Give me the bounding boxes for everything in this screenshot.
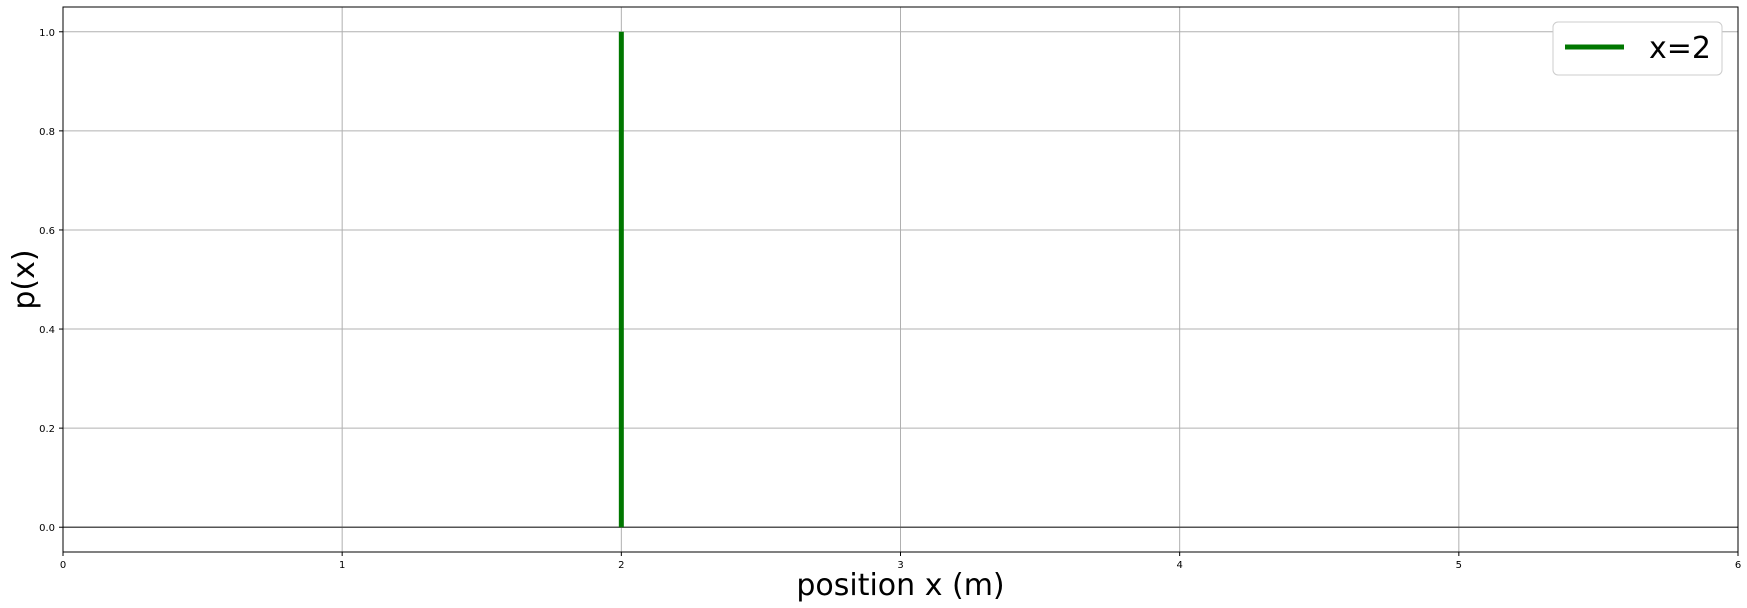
x-tick-label: 3 [897,560,903,571]
y-tick-label: 0.2 [39,424,55,435]
y-tick-label: 0.4 [39,325,55,336]
y-tick-label: 1.0 [39,28,55,39]
x-tick-label: 5 [1456,560,1462,571]
x-ticks: 0 1 2 3 4 5 6 [60,552,1741,571]
x-tick-label: 4 [1176,560,1182,571]
x-tick-label: 2 [618,560,624,571]
legend-entry-label: x=2 [1649,31,1711,66]
y-ticks: 0.0 0.2 0.4 0.6 0.8 1.0 [39,28,63,534]
y-tick-label: 0.6 [39,226,55,237]
x-tick-label: 6 [1735,560,1741,571]
x-tick-label: 0 [60,560,66,571]
grid [62,7,1739,552]
legend: x=2 [1552,21,1723,76]
y-tick-label: 0.0 [39,523,55,534]
x-tick-label: 1 [339,560,345,571]
legend-box [1552,21,1723,76]
y-tick-label: 0.8 [39,127,55,138]
y-axis-label: p(x) [7,249,42,309]
x-axis-label: position x (m) [796,568,1004,603]
